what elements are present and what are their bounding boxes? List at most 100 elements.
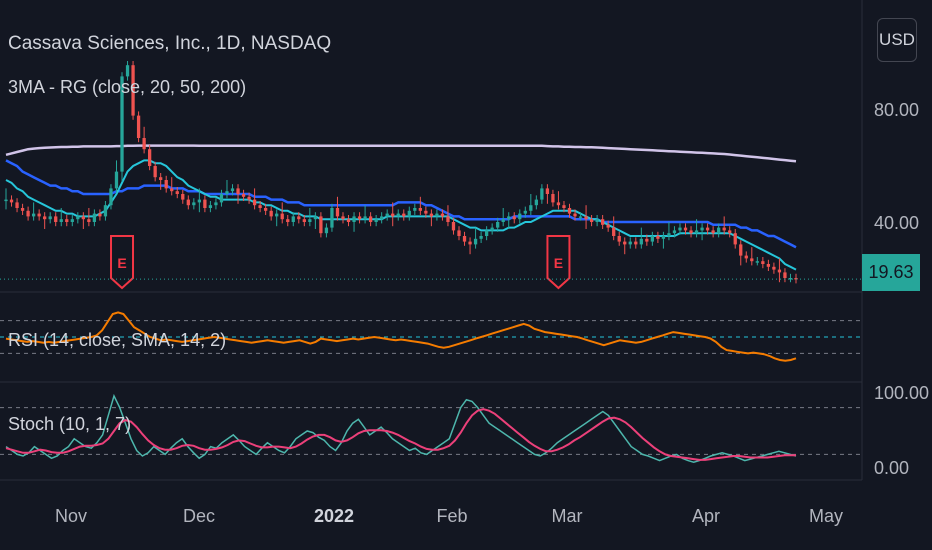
candle-body xyxy=(324,227,329,234)
candle-body xyxy=(683,227,688,231)
stoch-tick-100: 100.00 xyxy=(874,383,930,403)
candle-body xyxy=(755,261,759,263)
candle-body xyxy=(540,188,544,200)
candle-body xyxy=(70,219,74,222)
candle-body xyxy=(352,216,356,222)
candle-body xyxy=(159,177,163,180)
candle-body xyxy=(308,219,312,222)
candle-body xyxy=(584,216,588,220)
candle-body xyxy=(717,227,721,234)
candle-body xyxy=(230,188,235,192)
candle-body xyxy=(380,216,384,220)
candle-body xyxy=(142,138,146,150)
candle-body xyxy=(335,208,340,217)
earnings-marker xyxy=(110,235,135,290)
candle-body xyxy=(15,202,19,208)
candle-body xyxy=(258,205,262,208)
candle-body xyxy=(623,241,627,245)
candle-body xyxy=(385,213,389,217)
candle-body xyxy=(280,213,284,220)
candle-body xyxy=(728,230,732,234)
candle-body xyxy=(54,216,58,222)
candle-body xyxy=(783,272,787,278)
candle-body xyxy=(678,227,682,231)
candle-body xyxy=(761,261,765,264)
candle-body xyxy=(269,210,273,217)
candle-body xyxy=(617,236,621,242)
candle-body xyxy=(81,216,85,220)
candle-body xyxy=(700,227,704,231)
candle-body xyxy=(225,191,229,194)
candle-body xyxy=(402,213,406,217)
time-axis-label: Dec xyxy=(182,506,215,526)
candle-body xyxy=(413,208,417,211)
candle-body xyxy=(192,202,196,206)
earnings-marker-label: E xyxy=(554,255,563,271)
candle-body xyxy=(346,219,351,222)
candle-body xyxy=(573,213,577,217)
ma20-line xyxy=(5,159,797,271)
time-axis-label: 2022 xyxy=(314,506,355,526)
candle-body xyxy=(363,216,367,220)
candle-body xyxy=(424,210,428,214)
candle-body xyxy=(595,219,599,222)
candle-body xyxy=(739,244,743,256)
candle-body xyxy=(562,205,566,208)
candle-body xyxy=(507,216,511,220)
candle-body xyxy=(125,65,130,77)
last-price-badge: 19.63 xyxy=(862,254,920,291)
candle-body xyxy=(523,210,527,214)
candle-body xyxy=(252,199,257,206)
ma50-line xyxy=(5,159,797,249)
candle-body xyxy=(694,230,699,234)
time-axis-label: Mar xyxy=(551,506,583,526)
candle-body xyxy=(9,199,14,203)
candle-body xyxy=(131,65,135,116)
candle-body xyxy=(164,180,168,189)
rsi-legend[interactable]: RSI (14, close, SMA, 14, 2) xyxy=(8,330,227,350)
candle-body xyxy=(330,208,334,228)
chart-title: Cassava Sciences, Inc., 1D, NASDAQ xyxy=(8,33,332,54)
candle-body xyxy=(59,219,63,222)
candle-body xyxy=(628,241,632,245)
candle-body xyxy=(634,241,638,245)
candle-body xyxy=(170,188,174,192)
candle-body xyxy=(247,196,251,200)
candle-body xyxy=(20,208,25,211)
candle-body xyxy=(689,230,693,234)
candle-body xyxy=(241,194,246,197)
time-axis-label: Apr xyxy=(691,506,720,526)
candle-body xyxy=(606,224,610,228)
candle-body xyxy=(291,216,295,222)
candle-body xyxy=(275,213,279,217)
earnings-marker-label: E xyxy=(117,255,126,271)
earnings-marker xyxy=(546,235,571,290)
candle-body xyxy=(208,205,213,208)
candle-body xyxy=(197,199,202,203)
candle-body xyxy=(429,213,434,217)
candle-body xyxy=(76,216,80,220)
candle-body xyxy=(396,213,400,217)
stoch-k-line xyxy=(5,393,797,463)
candle-body xyxy=(368,216,373,222)
candle-body xyxy=(418,208,422,211)
candle-body xyxy=(48,216,52,220)
candle-body xyxy=(87,219,91,222)
candle-body xyxy=(512,216,516,220)
candle-body xyxy=(451,222,456,231)
candle-body xyxy=(457,230,461,236)
currency-button[interactable]: USD xyxy=(877,18,917,62)
stochastic-legend[interactable]: Stoch (10, 1, 7) xyxy=(8,414,132,434)
candle-body xyxy=(4,199,8,202)
moving-average-legend[interactable]: 3MA - RG (close, 20, 50, 200) xyxy=(8,77,247,97)
candle-body xyxy=(65,219,69,222)
candle-body xyxy=(186,199,190,206)
candle-body xyxy=(43,216,47,220)
candle-body xyxy=(650,236,655,242)
ma200-line xyxy=(5,144,797,163)
price-tick-80: 80.00 xyxy=(874,100,920,120)
candle-body xyxy=(37,213,41,217)
time-axis-label: Feb xyxy=(436,506,468,526)
candle-body xyxy=(744,255,748,259)
